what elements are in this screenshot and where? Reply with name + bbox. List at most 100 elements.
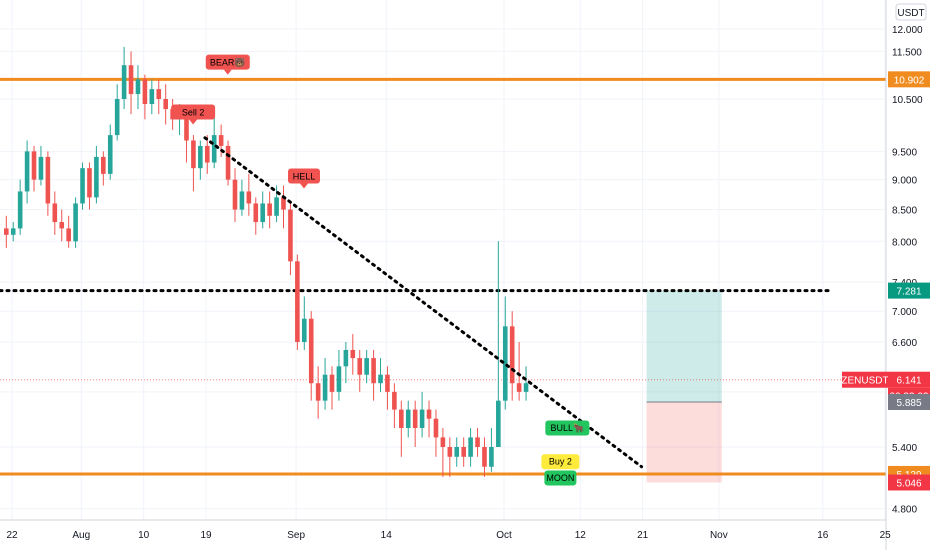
signal-text: HELL <box>293 171 316 181</box>
candle-body <box>260 203 266 223</box>
candle <box>496 241 501 447</box>
candle-body <box>107 135 113 174</box>
current-price-tag-box <box>888 371 930 388</box>
candle <box>149 79 155 115</box>
y-tick-label: 10.500 <box>892 95 923 106</box>
candle <box>246 173 252 216</box>
x-tick-label: 16 <box>817 530 829 541</box>
time-axis[interactable]: 22 Aug 10 19 Sep 14 Oct 12 21 Nov 16 25 <box>6 530 891 541</box>
candle <box>357 349 363 392</box>
candle-body <box>239 191 245 210</box>
y-tick-label: 7.000 <box>892 307 917 318</box>
signal-pointer <box>223 69 232 75</box>
level-price-tag-text: 10.902 <box>894 75 925 86</box>
candle-body <box>523 383 529 392</box>
y-tick-label: 9.000 <box>892 176 917 187</box>
trendline <box>203 136 644 469</box>
candle-body <box>454 447 460 457</box>
candle <box>135 65 141 110</box>
candle <box>267 191 272 229</box>
price-tags: 10.9025.1297.281ZENUSDT6.14120:33:025.88… <box>841 71 930 491</box>
signal-box <box>287 168 320 184</box>
trendline-dotted <box>203 136 644 469</box>
candle-body <box>301 318 307 342</box>
currency-badge[interactable]: USDT <box>895 3 927 21</box>
candle-body <box>343 349 349 367</box>
candle-body <box>482 447 487 467</box>
candle <box>80 162 85 210</box>
signal-text: BULL🐂 <box>550 423 584 433</box>
candle <box>225 140 231 186</box>
candle-body <box>308 318 314 384</box>
candle-body <box>101 156 106 174</box>
symbol-tag-text: ZENUSDT <box>841 376 888 387</box>
candle-body <box>4 228 9 235</box>
candle <box>482 437 487 477</box>
price-tag-text: 5.885 <box>896 398 921 409</box>
candle <box>378 358 383 392</box>
candle-body <box>405 409 411 428</box>
signal-box <box>171 104 216 120</box>
candle <box>461 437 466 467</box>
candle <box>66 215 71 248</box>
candle <box>322 358 328 410</box>
candle <box>211 109 217 169</box>
y-tick-label: 5.400 <box>892 443 917 454</box>
candle-body <box>267 203 272 216</box>
candle <box>440 427 446 477</box>
candle <box>489 427 494 472</box>
candle-body <box>329 374 335 392</box>
candle-body <box>232 179 238 210</box>
candle-body <box>350 349 356 359</box>
candle-body <box>184 114 189 141</box>
candle-body <box>163 99 168 110</box>
candle <box>31 145 37 192</box>
y-tick-label: 12.000 <box>892 25 923 36</box>
signal-box <box>545 420 590 436</box>
currency-label: USDT <box>897 8 924 19</box>
candle <box>24 140 30 204</box>
candle <box>52 191 58 235</box>
y-tick-label: 6.600 <box>892 338 917 349</box>
candle-body <box>211 135 217 163</box>
candle <box>198 140 203 180</box>
candle-body <box>17 191 23 229</box>
candle-body <box>419 409 425 428</box>
price-tag: 5.885 <box>888 393 930 410</box>
candle <box>301 296 307 350</box>
candle <box>308 311 314 401</box>
candle <box>107 124 113 180</box>
y-tick-label: 9.500 <box>892 147 917 158</box>
candle <box>426 400 432 438</box>
current-price-tag-text: 6.141 <box>896 376 921 387</box>
signal-text: MOON <box>546 473 574 483</box>
candle <box>523 366 529 401</box>
y-tick-label: 11.500 <box>892 47 922 58</box>
candle-body <box>114 99 120 136</box>
signal-pointer <box>299 183 308 189</box>
x-tick-label: Sep <box>287 530 305 541</box>
signal-labels: BEAR🐻 Sell 2 HELL BULL🐂 Buy 2 MOON <box>171 54 590 486</box>
candle-body <box>447 447 453 457</box>
candle-body <box>468 437 473 457</box>
grid-lines <box>0 0 886 520</box>
candle <box>315 366 321 419</box>
candle-body <box>156 89 162 99</box>
candle-body <box>489 447 494 467</box>
candle <box>94 145 99 204</box>
y-tick-label: 8.000 <box>892 237 917 248</box>
candle <box>142 74 148 120</box>
candle-body <box>357 358 363 375</box>
candle <box>10 222 16 242</box>
x-tick-label: Nov <box>710 530 728 541</box>
candle <box>419 391 425 438</box>
candle <box>17 179 23 235</box>
x-tick-label: 14 <box>381 530 393 541</box>
y-tick-label: 8.500 <box>892 206 917 217</box>
candle-body <box>461 447 466 457</box>
x-tick-label: 22 <box>6 530 18 541</box>
candle-body <box>475 437 480 447</box>
signal-box <box>541 454 580 470</box>
